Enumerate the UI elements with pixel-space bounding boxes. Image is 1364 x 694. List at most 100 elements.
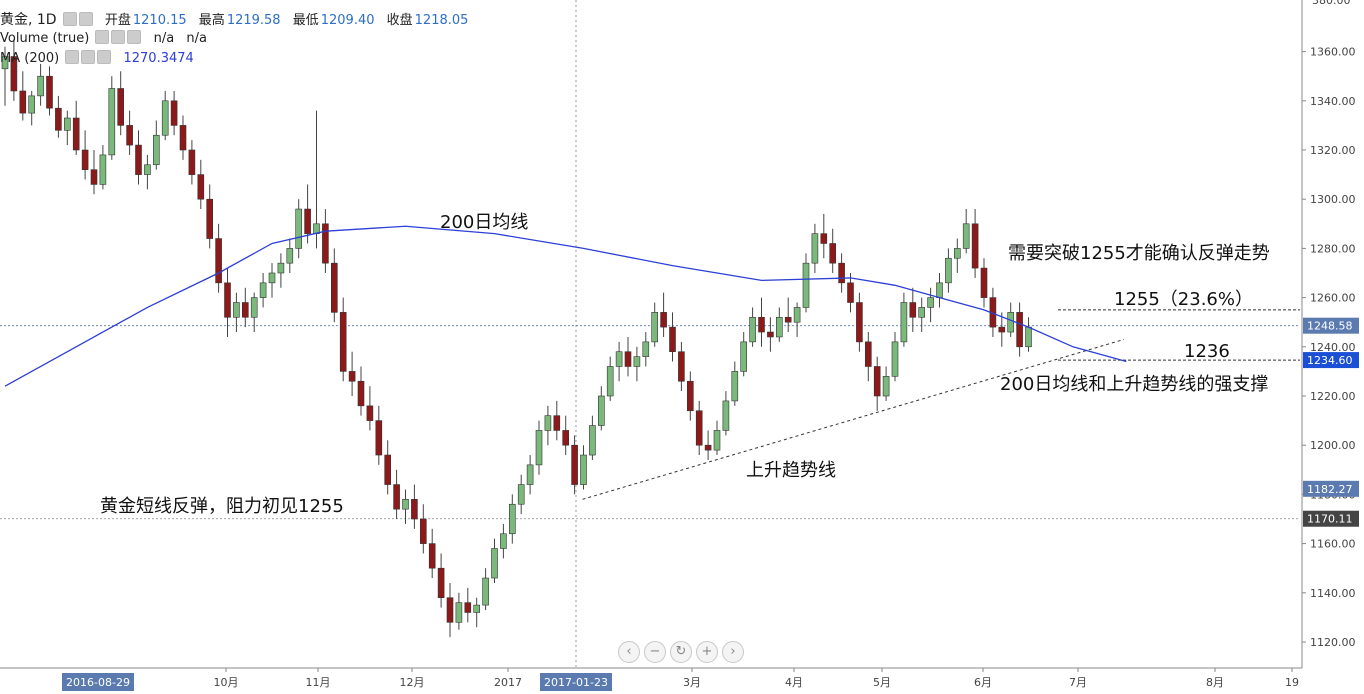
candle-body: [304, 208, 311, 234]
price-tag-label: 1234.60: [1307, 354, 1353, 367]
annotation-1236: 1236: [1184, 341, 1230, 362]
x-tick-label: 6月: [974, 676, 992, 689]
candle-body: [553, 415, 561, 431]
annotation-fib: 1255（23.6%）: [1114, 289, 1253, 310]
eye-icon[interactable]: [62, 12, 77, 26]
candle-body: [55, 107, 62, 131]
low-label: 最低: [292, 13, 319, 28]
annotation-support: 200日均线和上升趋势线的强支撑: [1000, 374, 1268, 395]
eye-icon[interactable]: [95, 30, 110, 44]
close-icon[interactable]: [127, 30, 142, 44]
x-tick-label: 12月: [400, 676, 425, 689]
candle-body: [802, 262, 810, 308]
candle-body: [651, 312, 659, 343]
candle-body: [286, 248, 294, 264]
volume-value-1: n/a: [153, 31, 175, 46]
candle-body: [330, 262, 338, 313]
y-tick-label: 1220.00: [1310, 390, 1356, 403]
y-tick-label: 1300.00: [1310, 193, 1356, 206]
candle-body: [464, 602, 472, 613]
candle-body: [135, 144, 142, 175]
candle-body: [589, 425, 596, 456]
candle-body: [642, 341, 650, 357]
candle-body: [46, 75, 53, 109]
settings-icon[interactable]: [78, 12, 93, 26]
candle-body: [37, 75, 44, 97]
candle-body: [117, 88, 124, 126]
candle-body: [10, 56, 18, 92]
reset-icon[interactable]: ↻: [670, 641, 692, 663]
candle-body: [873, 366, 881, 397]
candle-body: [660, 312, 667, 328]
candle-body: [749, 316, 756, 343]
close-label: 收盘: [386, 13, 413, 28]
candle-body: [615, 351, 623, 367]
settings-icon[interactable]: [81, 50, 96, 64]
candle-body: [126, 125, 133, 146]
candle-body: [224, 282, 231, 318]
candle-body: [455, 602, 463, 623]
candle-body: [482, 577, 489, 606]
candle-body: [767, 331, 774, 338]
chevron-right-icon[interactable]: ›: [722, 641, 744, 663]
time-axis: [0, 669, 1364, 694]
y-tick-label: 1240.00: [1310, 341, 1356, 354]
candle-body: [669, 326, 676, 353]
plus-icon[interactable]: +: [696, 641, 718, 663]
eye-icon[interactable]: [65, 50, 80, 64]
candle-body: [357, 380, 365, 407]
price-tag: [1303, 480, 1359, 497]
candle-body: [945, 257, 952, 284]
candle-body: [161, 100, 169, 136]
candle-body: [998, 326, 1006, 333]
candle-body: [731, 371, 739, 402]
candle-body: [277, 262, 285, 274]
candle-body: [517, 484, 525, 505]
candle-body: [215, 238, 222, 284]
candle-body: [544, 415, 552, 431]
price-tag: [1303, 352, 1359, 369]
candle-body: [268, 272, 276, 284]
candle-body: [259, 282, 267, 298]
candle-body: [437, 567, 445, 599]
x-tick-label: 2016-08-29: [66, 676, 130, 689]
candle-body: [508, 503, 516, 535]
symbol-label: 黄金, 1D: [0, 12, 57, 28]
chart-navigation: ‹ − ↻ + ›: [618, 641, 744, 667]
candle-body: [1016, 312, 1023, 348]
candle-body: [153, 134, 160, 166]
candle-body: [144, 164, 151, 175]
annotation-ma200: 200日均线: [440, 212, 528, 233]
candle-body: [526, 464, 534, 485]
ma-legend: MA (200) 1270.3474: [0, 50, 194, 66]
candle-body: [28, 95, 36, 114]
candle-body: [838, 262, 845, 284]
candle-body: [758, 316, 765, 333]
candle-body: [856, 302, 863, 343]
candle-body: [81, 149, 89, 170]
candle-body: [339, 312, 347, 372]
date-tag: [62, 673, 134, 691]
x-tick-label: 8月: [1206, 676, 1224, 689]
price-tag: [1303, 510, 1359, 527]
candle-body: [829, 243, 837, 264]
price-tag-label: 1170.11: [1307, 513, 1353, 526]
chevron-left-icon[interactable]: ‹: [618, 641, 640, 663]
candle-body: [64, 117, 71, 131]
candle-body: [419, 518, 427, 544]
y-tick-label: 1340.00: [1310, 95, 1356, 108]
ma-value: 1270.3474: [123, 51, 194, 66]
x-tick-label: 4月: [785, 676, 803, 689]
high-label: 最高: [198, 13, 225, 28]
y-tick-label: 1200.00: [1310, 439, 1356, 452]
candle-body: [864, 341, 872, 367]
candle-body: [740, 341, 748, 372]
low-value: 1209.40: [320, 13, 375, 28]
candle-body: [188, 149, 196, 175]
candle-body: [473, 604, 481, 613]
close-icon[interactable]: [97, 50, 112, 64]
minus-icon[interactable]: −: [644, 641, 666, 663]
candle-body: [1007, 312, 1015, 333]
settings-icon[interactable]: [111, 30, 126, 44]
